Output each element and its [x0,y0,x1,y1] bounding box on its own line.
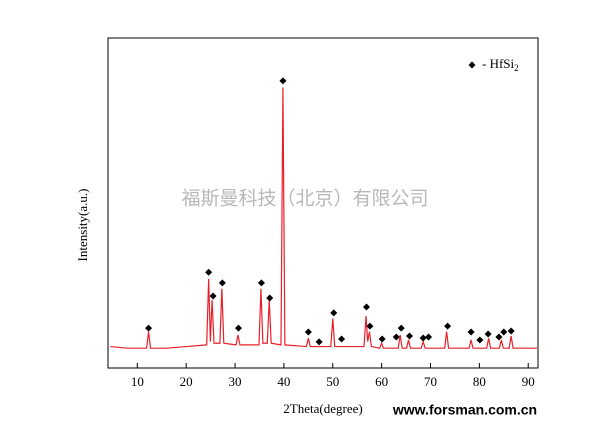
watermark: 福斯曼科技（北京）有限公司 [181,188,428,210]
peak-marker [330,309,338,317]
x-tick-label: 80 [473,374,486,389]
legend-subscript: 2 [514,63,519,73]
peak-marker [218,279,226,287]
xrd-line [110,87,538,349]
peak-marker [362,303,370,311]
peak-marker [425,333,433,341]
x-tick-label: 40 [277,374,290,389]
peak-marker [484,330,492,338]
website: www.forsman.com.cn [392,402,537,418]
y-axis-label: Intensity(a.u.) [75,189,90,262]
peak-marker [495,333,503,341]
peak-marker [366,322,374,330]
peak-marker [405,332,413,340]
legend-label: - HfSi2 [482,56,519,73]
peak-marker [419,334,427,342]
peak-marker [397,324,405,332]
peak-marker [257,279,265,287]
x-tick-label: 50 [326,374,339,389]
x-tick-label: 60 [375,374,388,389]
peak-marker [315,338,323,346]
x-tick-label: 70 [424,374,437,389]
x-tick-label: 90 [522,374,535,389]
legend-marker [468,61,476,69]
plot-frame [107,37,539,369]
peak-marker [467,328,475,336]
peak-marker [234,324,242,332]
x-tick-label: 20 [180,374,193,389]
x-tick-label: 30 [229,374,242,389]
peak-marker [304,328,312,336]
peak-marker [500,328,508,336]
peak-marker [476,336,484,344]
x-axis-label: 2Theta(degree) [283,401,362,416]
legend-name: - HfSi [482,56,515,71]
peak-marker [444,322,452,330]
peak-marker [392,333,400,341]
peak-marker [209,292,217,300]
peak-marker [145,324,153,332]
peak-marker [378,335,386,343]
peak-marker [266,294,274,302]
peak-marker [507,327,515,335]
peak-marker [279,77,287,85]
peak-marker [338,335,346,343]
peak-marker [205,268,213,276]
x-tick-label: 10 [131,374,144,389]
